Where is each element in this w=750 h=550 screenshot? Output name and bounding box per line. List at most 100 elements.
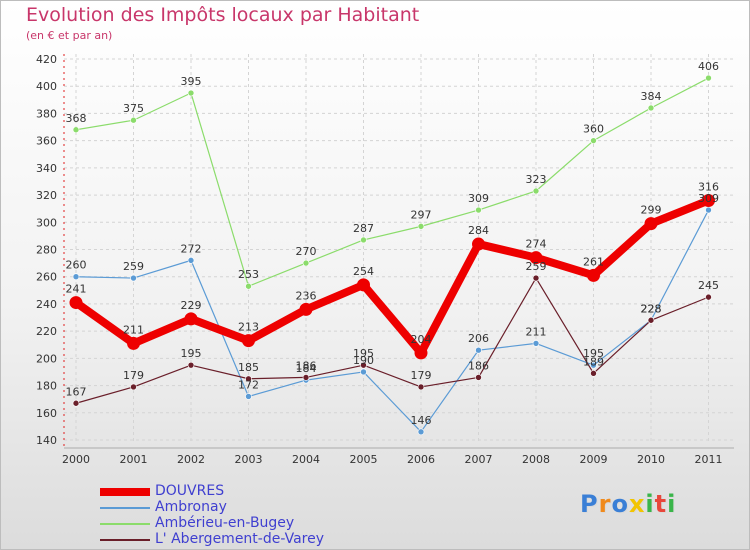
data-point [357,278,370,292]
data-point [72,399,80,407]
y-tick-label: 360 [36,135,57,148]
data-label: 261 [583,255,604,268]
data-point [590,370,597,377]
data-label: 167 [66,385,87,398]
data-label: 406 [698,60,719,73]
data-point [245,375,252,383]
data-label: 360 [583,123,604,136]
data-point [472,237,485,251]
data-label: 195 [353,347,374,360]
data-label: 395 [181,75,202,88]
data-labels: 368 375 395 253 270 287 297 309 323 360 384 406 260 2… [66,60,720,427]
data-point [302,374,310,381]
data-point [69,296,83,310]
data-label: 179 [411,369,432,382]
data-label: 195 [181,347,202,360]
data-point [130,274,137,282]
data-point [702,194,715,208]
data-point [532,340,540,347]
logo-letter: i [667,490,677,518]
series-line [75,277,710,404]
data-label: 236 [296,289,317,302]
series-line [75,77,710,287]
y-tick-label: 320 [36,189,57,202]
legend-swatch-douvres [100,488,150,496]
data-point [360,368,367,376]
legend-label: L' Abergement-de-Varey [155,531,324,547]
data-point [529,251,543,265]
data-label: 185 [238,361,259,374]
y-tick-label: 220 [36,325,57,338]
data-point [417,383,425,391]
data-point [647,104,655,112]
data-label: 228 [641,302,662,315]
series-line [75,209,710,433]
logo-letter: t [654,490,668,518]
legend-swatch-amberieu [100,523,150,525]
data-label: 204 [411,333,432,346]
legend-label: DOUVRES [155,483,225,499]
data-label: 186 [468,359,489,372]
data-label: 309 [698,192,719,205]
data-point [360,361,367,369]
data-label: 146 [411,414,432,427]
x-tick-label: 2003 [235,453,263,466]
data-point [647,316,655,324]
data-label: 195 [583,347,604,360]
x-tick-label: 2005 [350,453,378,466]
data-label: 259 [526,260,547,273]
data-label: 287 [353,222,374,235]
data-label: 274 [526,238,547,251]
legend-swatch-abergement [100,539,150,541]
data-label: 206 [468,332,489,345]
data-label: 260 [66,259,87,272]
data-point [130,383,137,391]
data-label: 297 [411,208,432,221]
data-point [414,346,428,360]
data-point [187,89,195,97]
logo-letter: P [580,490,599,518]
data-label: 245 [698,279,719,292]
data-label: 284 [468,224,489,237]
x-tick-label: 2001 [120,453,148,466]
y-tick-label: 260 [36,271,57,284]
legend-label: Ambérieu-en-Bugey [155,515,295,531]
x-tick-label: 2009 [580,453,608,466]
data-label: 254 [353,265,374,278]
data-label: 270 [296,245,317,258]
x-tick-label: 2011 [695,453,723,466]
data-label: 213 [238,321,259,334]
data-point [532,187,540,195]
data-point [360,236,367,244]
data-point [242,334,255,348]
data-point [705,74,712,82]
data-point [184,312,198,326]
x-tick-label: 2010 [637,453,665,466]
data-label: 211 [123,323,144,336]
data-label: 323 [526,173,547,186]
y-tick-label: 300 [36,216,57,229]
y-tick-label: 160 [36,407,57,420]
data-point [475,346,482,354]
data-point [72,126,80,134]
series-lines [69,74,715,436]
data-point [417,223,425,230]
chart-title: Evolution des Impôts locaux par Habitant [26,4,420,26]
series-line [72,196,713,357]
data-point [245,393,252,400]
legend-label: Ambronay [155,499,227,515]
data-point [644,217,658,231]
data-label: 241 [66,283,87,296]
data-label: 179 [123,369,144,382]
data-label: 309 [468,192,489,205]
data-point [475,206,482,214]
data-label: 259 [123,260,144,273]
data-point [590,361,597,369]
data-label: 316 [698,181,719,194]
data-point [532,274,540,282]
data-label: 190 [353,354,374,367]
data-point [127,336,140,350]
data-label: 253 [238,268,259,281]
